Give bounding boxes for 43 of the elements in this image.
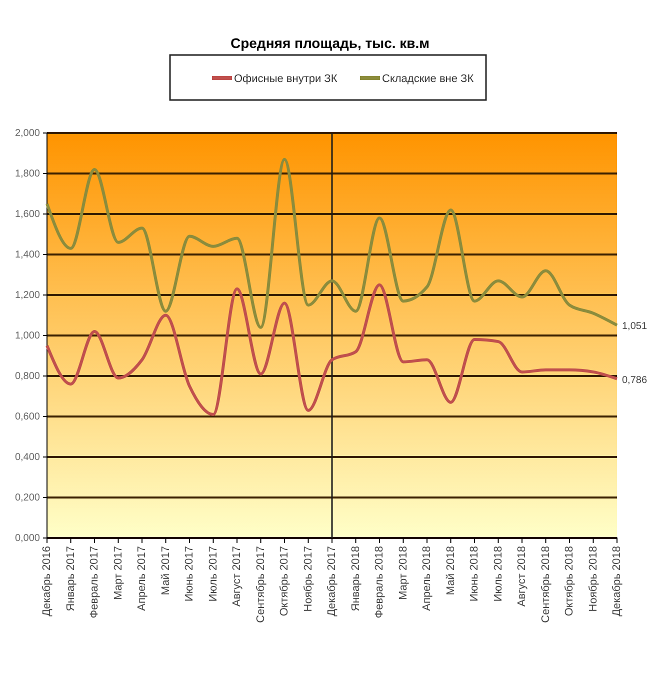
x-tick-label: Декабрь 2017 [326,546,338,616]
x-tick-label: Март 2018 [397,546,410,600]
y-tick-label: 1,800 [14,168,40,180]
data-label: 1,051 [622,321,648,332]
x-tick-label: Октябрь 2018 [564,546,576,616]
y-tick-label: 0,200 [14,492,40,504]
x-tick-label: Август 2018 [516,546,528,607]
y-tick-label: 1,400 [14,250,40,261]
line-series [46,158,618,329]
x-tick-label: Июль 2018 [492,546,504,602]
y-tick-label: 0,400 [14,452,40,464]
x-tick-label: Декабрь 2016 [41,546,54,616]
y-tick-label: 0,600 [14,412,40,423]
x-tick-label: Май 2017 [160,546,172,596]
y-tick-label: 1,600 [14,209,40,220]
y-tick-label: 0,000 [14,533,40,544]
y-tick-label: 0,800 [14,371,40,382]
x-tick-label: Январь 2017 [64,546,77,612]
line-series [46,283,618,416]
x-tick-label: Ноябрь 2017 [302,546,314,612]
x-tick-label: Сентябрь 2018 [540,546,552,623]
x-tick-label: Ноябрь 2018 [587,546,600,612]
x-tick-label: Март 2017 [112,546,124,600]
x-tick-label: Июнь 2018 [468,546,481,602]
y-tick-label: 2,000 [14,128,40,140]
x-tick-label: Февраль 2017 [88,546,101,618]
x-tick-label: Февраль 2018 [374,546,386,618]
x-tick-label: Июль 2017 [207,546,220,602]
x-tick-label: Май 2018 [444,546,457,596]
x-tick-label: Апрель 2018 [421,546,434,611]
x-tick-label: Июнь 2017 [184,546,196,602]
x-tick-label: Август 2017 [231,546,244,607]
legend-label: Складские вне ЗК [382,73,474,85]
y-tick-label: 1,200 [14,290,40,302]
x-tick-label: Декабрь 2018 [611,546,624,616]
legend-label: Офисные внутри ЗК [234,73,338,85]
chart-title: Средняя площадь, тыс. кв.м [230,35,430,51]
data-label: 0,786 [622,374,648,386]
x-tick-label: Октябрь 2017 [278,546,291,616]
y-tick-label: 1,000 [14,330,40,342]
x-tick-label: Январь 2018 [350,546,362,612]
x-tick-label: Сентябрь 2017 [254,546,267,623]
x-tick-label: Апрель 2017 [136,546,148,611]
